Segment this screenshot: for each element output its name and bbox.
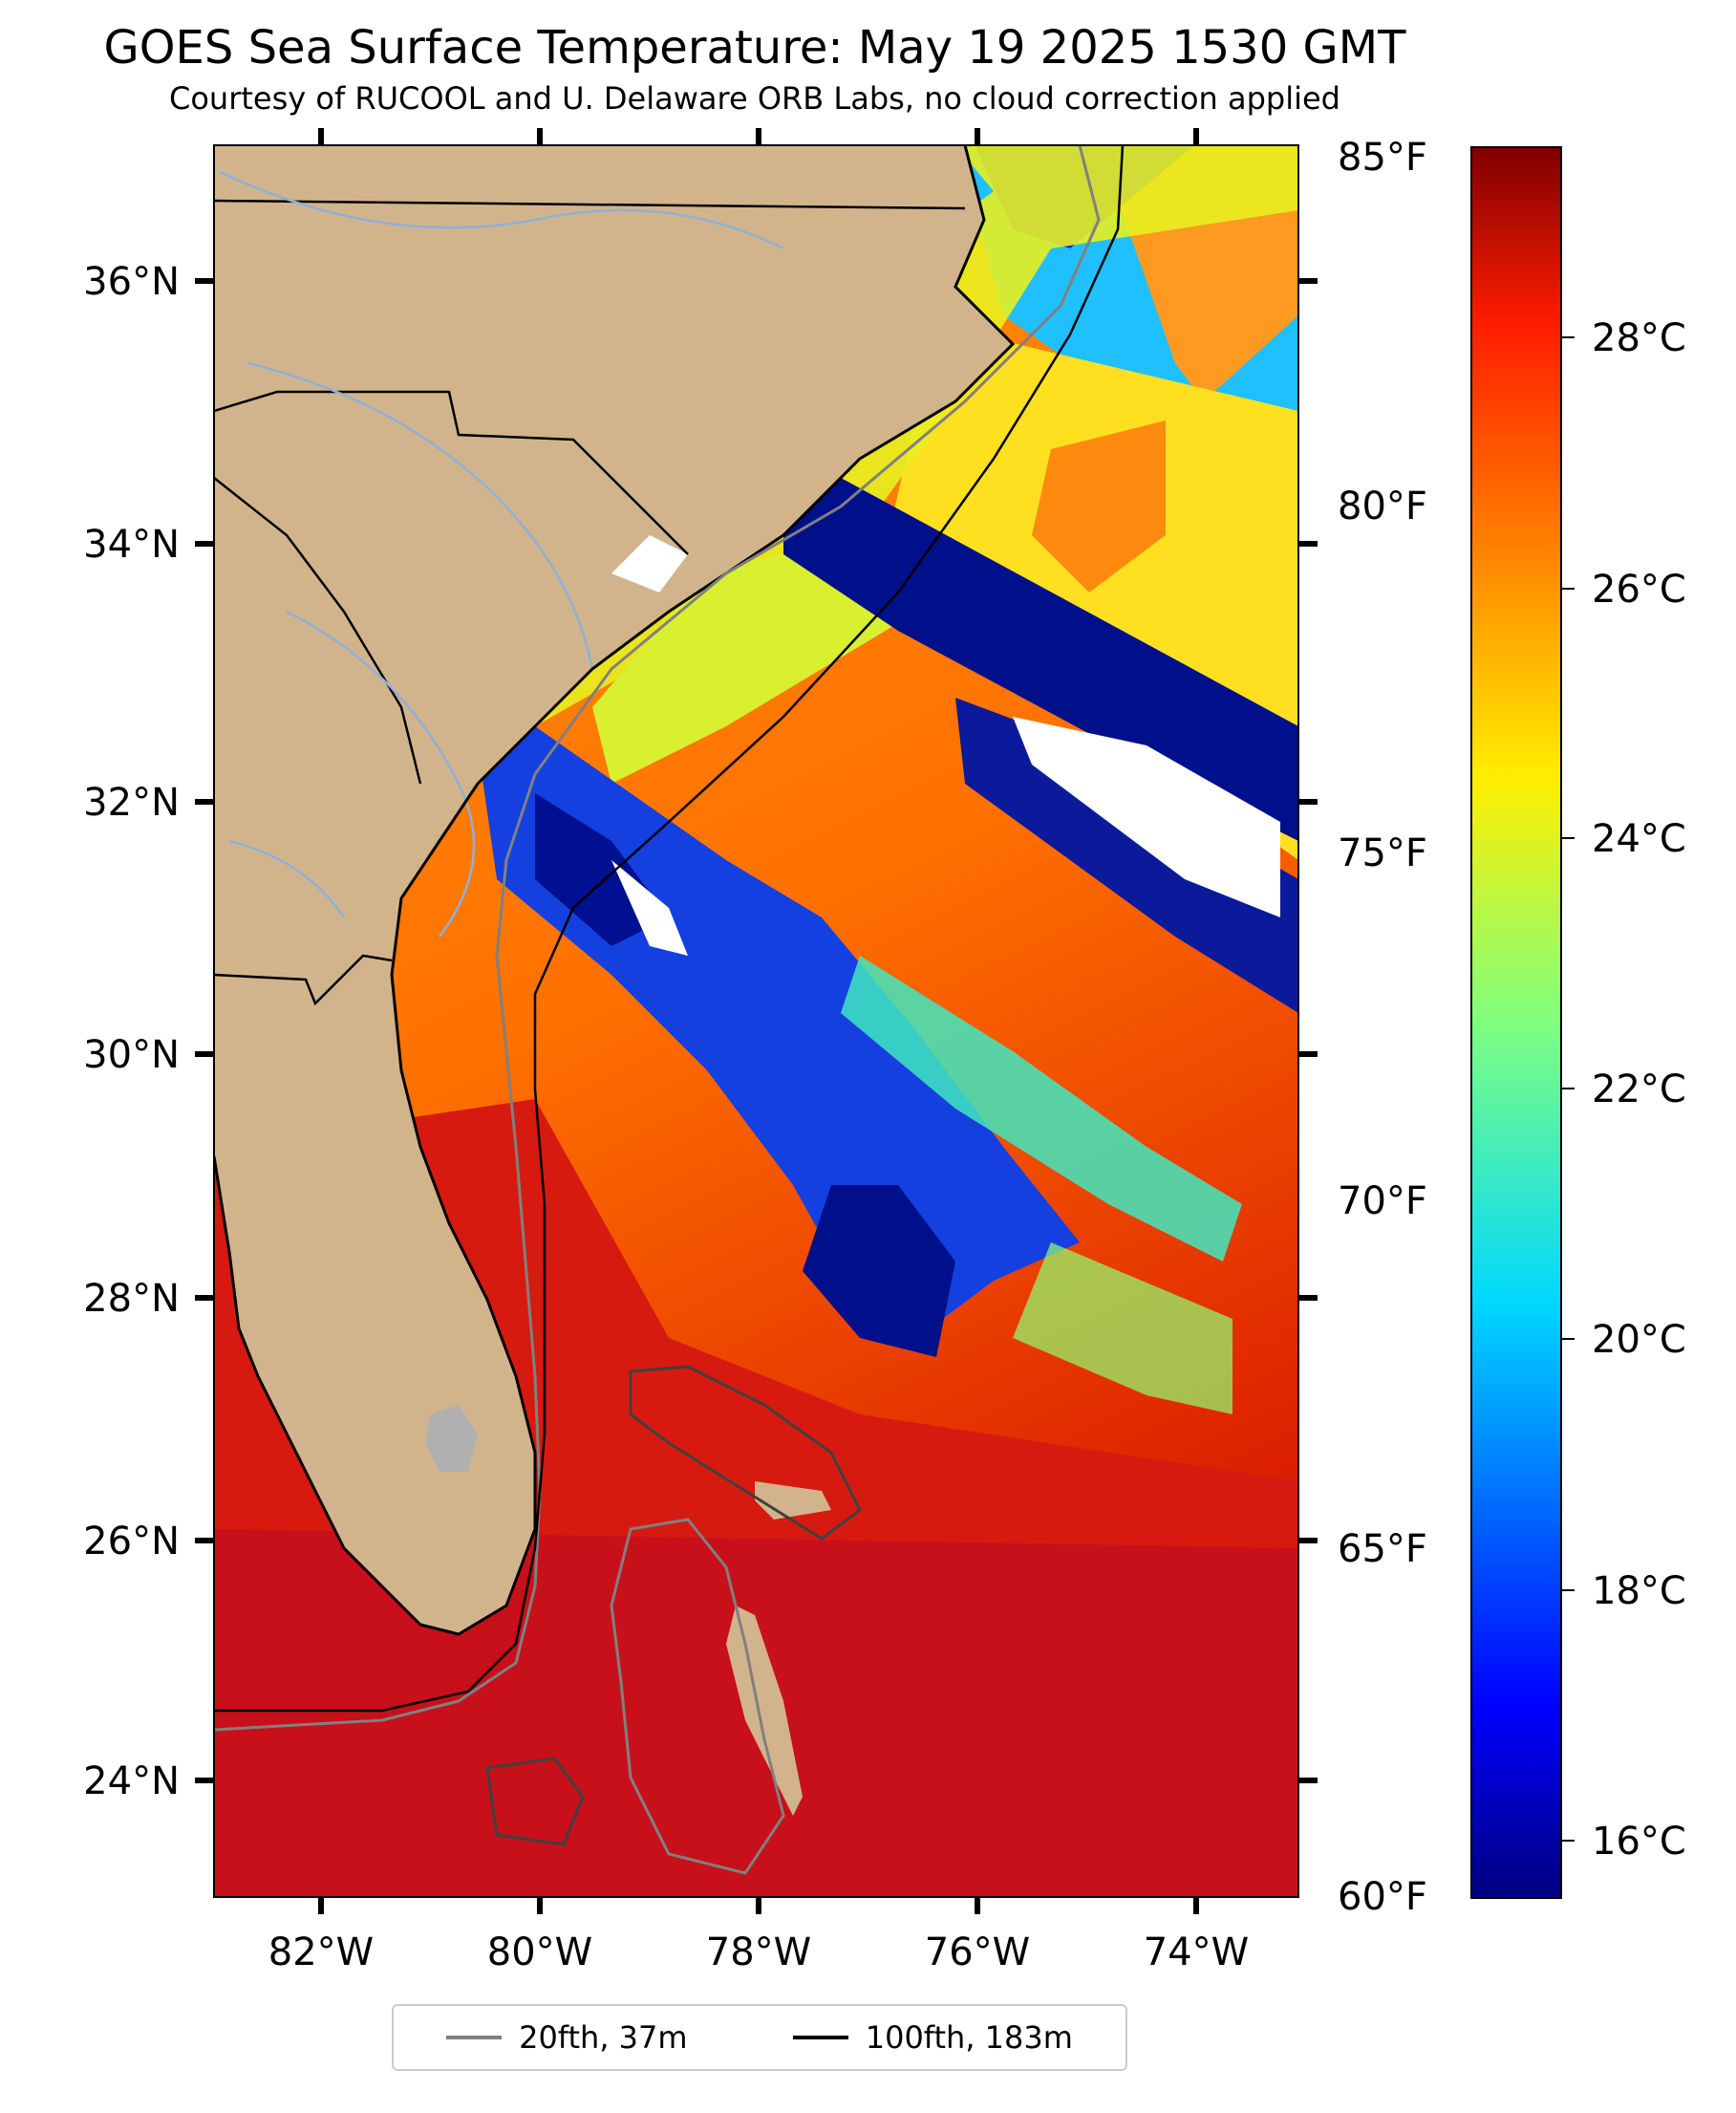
- lat-label: 30°N: [83, 1033, 180, 1077]
- legend-item-100fth: 100fth, 183m: [792, 2019, 1073, 2056]
- fahrenheit-label: 70°F: [1338, 1179, 1427, 1223]
- lat-label: 34°N: [83, 523, 180, 567]
- legend-item-20fth: 20fth, 37m: [446, 2019, 688, 2056]
- legend-label: 100fth, 183m: [865, 2019, 1073, 2056]
- celsius-label: 28°C: [1592, 316, 1686, 360]
- lon-label: 82°W: [268, 1930, 374, 1974]
- legend-swatch-gray: [446, 2036, 503, 2039]
- map-title: GOES Sea Surface Temperature: May 19 202…: [103, 21, 1406, 75]
- lon-label: 80°W: [487, 1930, 592, 1974]
- celsius-label: 24°C: [1592, 817, 1686, 861]
- lat-label: 24°N: [83, 1759, 180, 1803]
- lat-label: 26°N: [83, 1520, 180, 1563]
- lon-axis: 82°W 80°W 78°W 76°W 74°W: [268, 128, 1249, 1974]
- lat-label: 36°N: [83, 260, 180, 304]
- fahrenheit-label: 60°F: [1338, 1875, 1427, 1919]
- celsius-label: 18°C: [1592, 1569, 1686, 1613]
- lat-axis: 36°N 34°N 32°N 30°N 28°N 26°N 24°N: [83, 260, 1318, 1803]
- legend-swatch-black: [792, 2036, 848, 2039]
- celsius-label: 22°C: [1592, 1067, 1686, 1111]
- fahrenheit-label: 75°F: [1338, 831, 1427, 875]
- fahrenheit-scale: 85°F 80°F 75°F 70°F 65°F 60°F: [1338, 136, 1427, 1919]
- fahrenheit-label: 80°F: [1338, 485, 1427, 528]
- legend-label: 20fth, 37m: [519, 2019, 688, 2056]
- celsius-label: 16°C: [1592, 1820, 1686, 1864]
- celsius-label: 20°C: [1592, 1318, 1686, 1362]
- map-subtitle: Courtesy of RUCOOL and U. Delaware ORB L…: [169, 80, 1340, 117]
- lat-label: 28°N: [83, 1277, 180, 1321]
- isobath-legend: 20fth, 37m 100fth, 183m: [392, 2004, 1127, 2071]
- fahrenheit-label: 85°F: [1338, 136, 1427, 180]
- celsius-label: 26°C: [1592, 568, 1686, 612]
- lon-label: 78°W: [706, 1930, 811, 1974]
- sst-image: [214, 145, 1298, 1897]
- colorbar: 28°C 26°C 24°C 22°C 20°C 18°C 16°C: [1470, 146, 1686, 1899]
- fahrenheit-label: 65°F: [1338, 1527, 1427, 1571]
- lon-label: 76°W: [925, 1930, 1030, 1974]
- lat-label: 32°N: [83, 781, 180, 825]
- lon-label: 74°W: [1144, 1930, 1249, 1974]
